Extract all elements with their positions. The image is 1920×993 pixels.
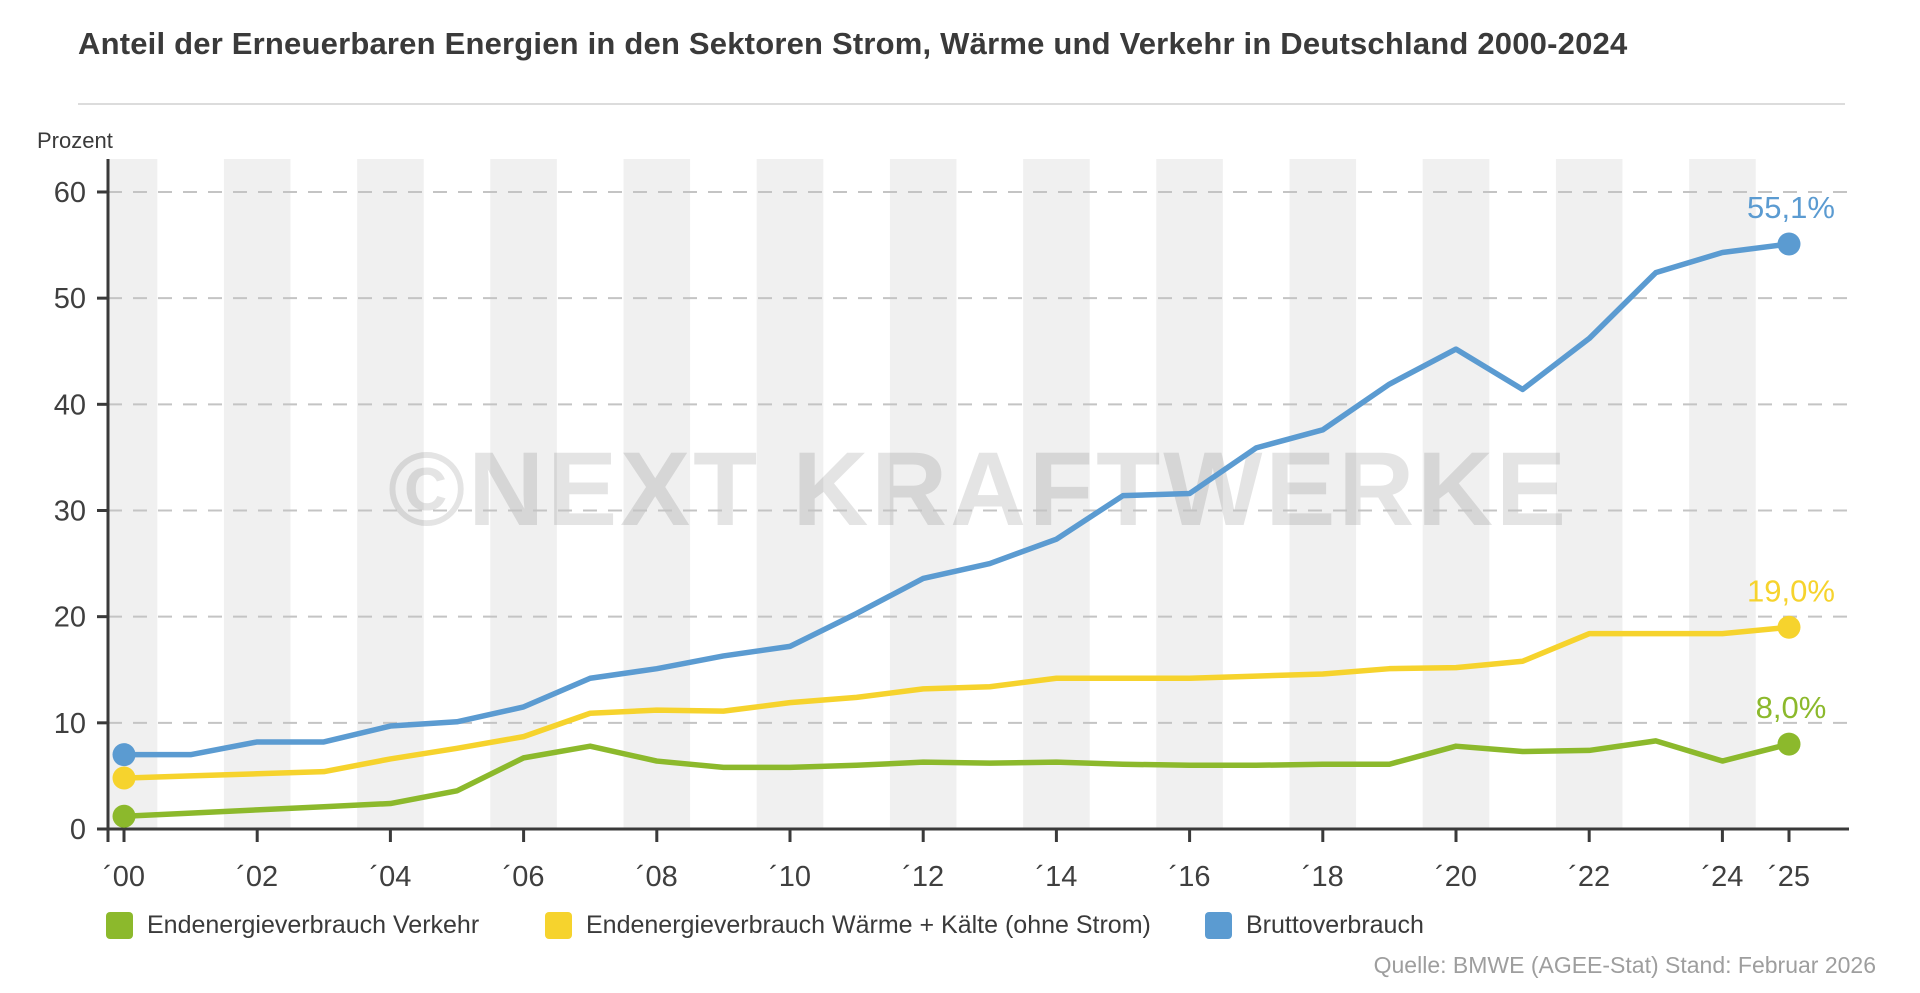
series-line-1 bbox=[121, 624, 1792, 781]
x-tick-label: ´00 bbox=[103, 861, 145, 893]
legend-swatch-bruttoverbrauch bbox=[1205, 911, 1232, 939]
x-tick-label: ´02 bbox=[236, 861, 278, 893]
series-start-dot-0 bbox=[112, 804, 136, 828]
series-end-dot-0 bbox=[1777, 732, 1801, 756]
series-end-value-label-1: 19,0% bbox=[1747, 573, 1835, 608]
series-start-dot-2 bbox=[112, 743, 136, 767]
watermark: ©NEXT KRAFTWERKE bbox=[388, 431, 1569, 548]
series-start-dot-1 bbox=[112, 766, 136, 790]
legend-swatch-verkehr bbox=[106, 911, 133, 939]
title-divider bbox=[78, 103, 1845, 105]
x-tick-label: ´10 bbox=[769, 861, 811, 893]
legend-item-verkehr: Endenergieverbrauch Verkehr bbox=[106, 910, 479, 940]
background-band bbox=[1422, 159, 1490, 829]
x-tick-label: ´18 bbox=[1302, 861, 1344, 893]
legend-label-verkehr: Endenergieverbrauch Verkehr bbox=[147, 910, 480, 939]
background-band bbox=[623, 159, 691, 829]
background-band bbox=[1023, 159, 1090, 829]
series-line-0 bbox=[121, 738, 1792, 820]
x-tick-label: ´06 bbox=[503, 861, 545, 893]
background-band bbox=[889, 159, 957, 829]
x-tick-label: ´08 bbox=[636, 861, 678, 893]
background-band bbox=[490, 159, 557, 829]
legend-label-bruttoverbrauch: Bruttoverbrauch bbox=[1246, 910, 1424, 939]
legend-swatch-waerme bbox=[545, 911, 572, 939]
background-band bbox=[357, 159, 424, 829]
page-title: Anteil der Erneuerbaren Energien in den … bbox=[78, 26, 1628, 61]
background-band bbox=[223, 159, 291, 829]
y-tick-label: 20 bbox=[54, 602, 86, 634]
series-end-dot-2 bbox=[1777, 232, 1801, 256]
legend-item-waerme: Endenergieverbrauch Wärme + Kälte (ohne … bbox=[545, 910, 1151, 940]
x-tick-label: ´14 bbox=[1035, 861, 1077, 893]
background-band bbox=[1689, 159, 1756, 829]
series-end-value-label-0: 8,0% bbox=[1756, 690, 1827, 725]
legend-label-waerme: Endenergieverbrauch Wärme + Kälte (ohne … bbox=[586, 910, 1151, 939]
y-tick-label: 30 bbox=[54, 495, 86, 527]
background-band bbox=[1289, 159, 1357, 829]
y-tick-label: 50 bbox=[54, 283, 86, 315]
x-tick-label: ´04 bbox=[369, 861, 411, 893]
y-tick-label: 60 bbox=[54, 177, 86, 209]
x-tick-label: ´24 bbox=[1701, 861, 1743, 893]
legend-item-bruttoverbrauch: Bruttoverbrauch bbox=[1205, 910, 1424, 940]
x-tick-label: ´12 bbox=[902, 861, 944, 893]
background-band bbox=[108, 159, 158, 829]
x-tick-label: ´16 bbox=[1169, 861, 1211, 893]
background-band bbox=[756, 159, 824, 829]
series-end-value-label-2: 55,1% bbox=[1747, 190, 1835, 225]
series-end-dot-1 bbox=[1777, 615, 1801, 639]
x-tick-label: ´20 bbox=[1435, 861, 1477, 893]
y-axis-unit-label: Prozent bbox=[37, 128, 113, 153]
y-tick-label: 10 bbox=[54, 708, 86, 740]
y-tick-label: 40 bbox=[54, 389, 86, 421]
y-tick-label: 0 bbox=[70, 814, 86, 846]
background-band bbox=[1555, 159, 1623, 829]
source-note: Quelle: BMWE (AGEE-Stat) Stand: Februar … bbox=[1373, 952, 1876, 978]
x-tick-label: ´22 bbox=[1568, 861, 1610, 893]
series-line-2 bbox=[121, 241, 1792, 758]
x-tick-label: ´25 bbox=[1768, 861, 1810, 893]
chart-legend: Endenergieverbrauch Verkehr Endenergieve… bbox=[0, 910, 1920, 944]
